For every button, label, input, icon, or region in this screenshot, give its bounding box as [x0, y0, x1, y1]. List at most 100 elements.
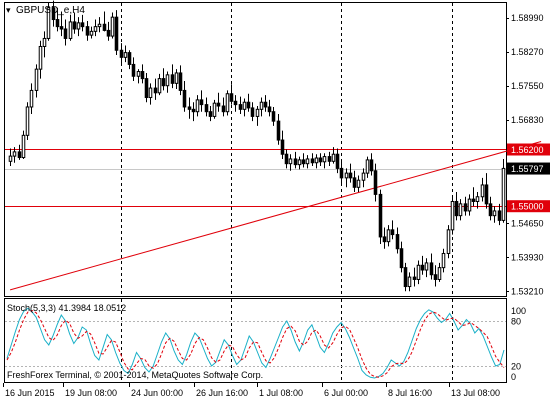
price-line-tag	[507, 200, 550, 213]
candle-body	[157, 78, 162, 94]
candle-body	[361, 172, 366, 181]
candle	[378, 189, 383, 245]
chart-symbol-icon[interactable]: ▾	[6, 6, 11, 16]
stoch-tick-label: 0	[511, 372, 516, 382]
candle-body	[433, 274, 438, 280]
candle	[42, 31, 47, 58]
candle	[97, 17, 102, 33]
candle-body	[378, 193, 383, 238]
candle	[382, 227, 387, 249]
candle	[386, 225, 391, 247]
price-line-label: 1.56200	[511, 145, 544, 155]
candle	[335, 148, 340, 174]
candle	[314, 154, 319, 169]
candle	[373, 163, 378, 202]
candle	[182, 80, 187, 112]
candle-body	[102, 23, 107, 31]
candle-body	[356, 179, 361, 188]
stoch-panel-frame	[4, 298, 507, 383]
candle	[191, 102, 196, 122]
candle-body	[221, 105, 226, 113]
candle-body	[305, 158, 310, 165]
candle-body	[365, 159, 370, 174]
candle	[114, 10, 119, 55]
candle-body	[271, 111, 276, 122]
candle-body	[424, 262, 429, 271]
candle	[238, 96, 243, 115]
candle	[127, 50, 132, 70]
candle-body	[297, 159, 302, 166]
candle	[229, 84, 234, 105]
candle	[288, 154, 293, 171]
candle-body	[407, 276, 412, 288]
candle	[216, 92, 221, 112]
price-tick-label: 1.58270	[511, 47, 544, 57]
price-tick-label: 1.58990	[511, 13, 544, 23]
candle-body	[233, 100, 238, 106]
candle	[38, 40, 43, 79]
candle	[85, 20, 90, 41]
candle	[297, 156, 302, 170]
candle	[284, 149, 289, 169]
candle-body	[471, 198, 476, 202]
candle-body	[458, 203, 463, 217]
candle-body	[412, 276, 417, 280]
candle-body	[212, 102, 217, 117]
stoch-lines	[6, 307, 505, 379]
candle	[136, 69, 141, 84]
candle-body	[467, 198, 472, 212]
candle-body	[437, 267, 442, 280]
candle	[471, 187, 476, 207]
stoch-main-line	[6, 307, 505, 379]
candle-body	[80, 22, 85, 28]
current-price-label: 1.55797	[511, 164, 544, 174]
candle	[407, 272, 412, 292]
time-tick-label: 16 Jun 2015	[5, 388, 55, 398]
candle	[475, 192, 480, 209]
candle-body	[29, 89, 34, 108]
candle	[327, 151, 332, 167]
candle	[59, 11, 64, 37]
horizontal-lines	[5, 149, 506, 207]
candle	[246, 93, 251, 112]
candle	[51, 0, 56, 27]
candle-body	[492, 210, 497, 217]
candle-body	[68, 21, 73, 39]
candle-body	[140, 71, 145, 80]
candle	[361, 168, 366, 188]
candle-body	[136, 71, 141, 77]
candle-body	[34, 68, 39, 91]
candle-body	[429, 262, 434, 276]
candle-body	[17, 151, 22, 159]
candle-body	[51, 7, 56, 21]
trendline[interactable]	[9, 140, 542, 291]
candle	[433, 265, 438, 287]
candle	[242, 98, 247, 117]
candle	[255, 106, 260, 126]
candle-body	[119, 49, 124, 58]
candle-body	[501, 167, 506, 221]
candle-body	[399, 248, 404, 269]
candle-body	[293, 158, 298, 166]
candle-body	[106, 29, 111, 37]
candle-body	[318, 157, 323, 163]
candle-body	[76, 22, 81, 30]
candle	[322, 153, 327, 169]
candle	[157, 73, 162, 96]
candle	[501, 158, 506, 223]
candle-body	[127, 52, 132, 65]
candle	[144, 72, 149, 103]
candle-body	[420, 264, 425, 271]
candle	[484, 173, 489, 209]
candle-body	[85, 26, 90, 36]
candle-body	[55, 19, 60, 28]
candle	[318, 153, 323, 167]
candle	[441, 248, 446, 273]
candle-body	[89, 30, 94, 36]
candle	[446, 225, 451, 259]
candle	[63, 19, 68, 46]
trendline-group	[9, 140, 542, 291]
stoch-tick-label: 80	[511, 317, 521, 327]
